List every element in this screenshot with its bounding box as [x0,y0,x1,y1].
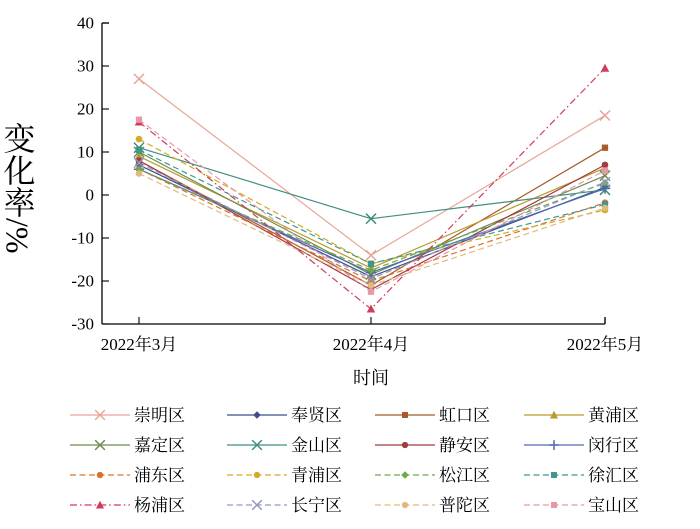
svg-text:青浦区: 青浦区 [291,466,342,485]
svg-text:变化率/%: 变化率/% [0,122,36,254]
svg-text:金山区: 金山区 [291,436,342,455]
svg-text:虹口区: 虹口区 [439,406,490,425]
svg-text:黄浦区: 黄浦区 [588,406,639,425]
svg-text:2022年5月: 2022年5月 [567,334,644,354]
svg-text:20: 20 [77,100,94,119]
svg-text:松江区: 松江区 [439,466,490,485]
svg-text:普陀区: 普陀区 [439,496,490,515]
svg-text:30: 30 [77,57,94,76]
svg-text:-20: -20 [71,272,94,291]
svg-text:2022年3月: 2022年3月 [101,334,178,354]
svg-text:静安区: 静安区 [439,436,490,455]
svg-text:0: 0 [86,186,95,205]
svg-text:奉贤区: 奉贤区 [291,406,342,425]
svg-text:-10: -10 [71,229,94,248]
svg-text:10: 10 [77,143,94,162]
svg-text:时间: 时间 [353,368,389,388]
svg-text:40: 40 [77,14,94,33]
svg-text:徐汇区: 徐汇区 [588,466,639,485]
svg-text:闵行区: 闵行区 [588,436,639,455]
svg-text:浦东区: 浦东区 [134,466,185,485]
svg-text:2022年4月: 2022年4月 [333,334,410,354]
svg-text:杨浦区: 杨浦区 [134,495,185,515]
svg-text:长宁区: 长宁区 [291,496,342,515]
svg-text:-30: -30 [71,315,94,334]
svg-text:宝山区: 宝山区 [588,496,639,515]
svg-text:崇明区: 崇明区 [134,406,185,425]
svg-text:嘉定区: 嘉定区 [134,436,185,455]
